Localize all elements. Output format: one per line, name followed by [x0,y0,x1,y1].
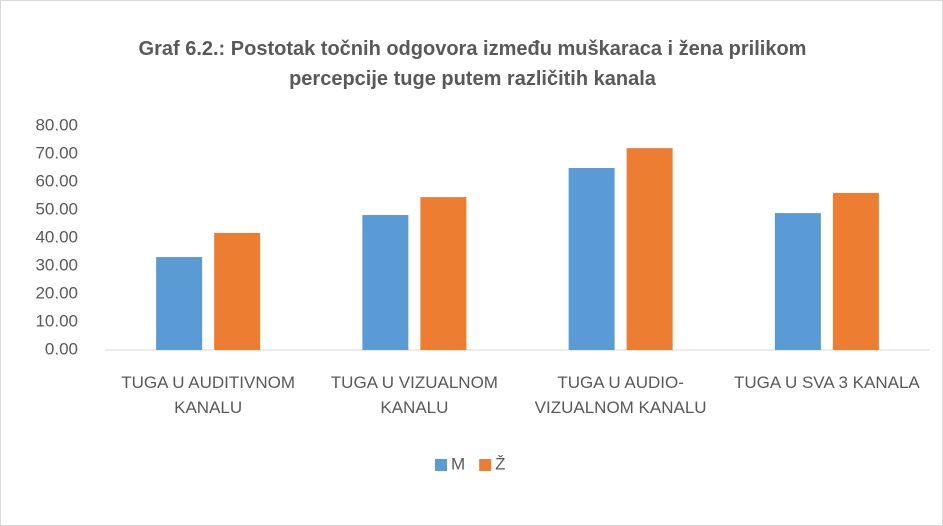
chart-title: Graf 6.2.: Postotak točnih odgovora izme… [138,38,807,90]
bar [774,213,821,350]
y-tick-label: 70.00 [35,143,78,162]
bar [420,197,467,350]
legend-swatch [435,459,447,471]
bar [362,215,409,350]
bar [214,232,261,350]
y-tick-label: 20.00 [35,283,78,302]
legend-swatch [479,459,492,471]
y-tick-label: 30.00 [35,255,78,274]
y-tick-label: 50.00 [35,199,78,218]
bar [626,148,673,350]
y-tick-label: 60.00 [35,171,78,190]
x-tick-label: TUGA U SVA 3 KANALA [733,373,920,392]
x-tick-label: TUGA U AUDIO-VIZUALNOM KANALU [534,373,707,417]
y-tick-label: 40.00 [35,227,78,246]
bar [156,257,203,350]
y-tick-label: 80.00 [35,115,78,134]
y-tick-label: 10.00 [35,311,78,330]
legend-label: Ž [495,454,505,473]
bar [568,168,615,350]
legend-label: M [451,454,465,473]
x-tick-label: TUGA U AUDITIVNOM KANALU [121,373,296,417]
bar [832,192,879,350]
y-tick-label: 0.00 [45,339,78,358]
x-tick-label: TUGA U VIZUALNOM KANALU [330,373,498,417]
